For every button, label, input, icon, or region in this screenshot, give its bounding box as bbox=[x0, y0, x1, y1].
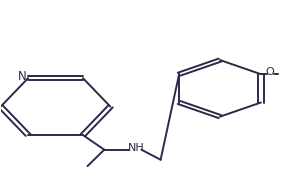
Text: NH: NH bbox=[128, 143, 145, 153]
Text: N: N bbox=[18, 70, 27, 83]
Text: O: O bbox=[265, 67, 274, 77]
